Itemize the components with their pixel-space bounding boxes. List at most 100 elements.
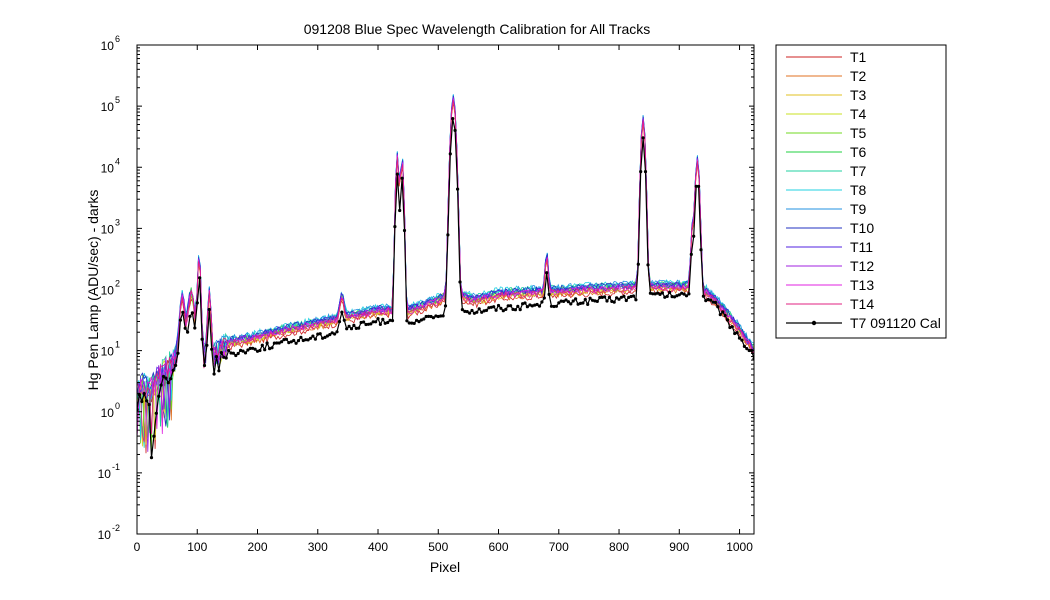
ref-point xyxy=(347,324,351,328)
legend-label: T2 xyxy=(850,68,867,84)
ref-point xyxy=(603,295,607,299)
ref-point xyxy=(405,319,409,323)
ref-point xyxy=(581,301,585,305)
ref-point xyxy=(366,322,370,326)
ref-point xyxy=(431,316,435,320)
x-tick-label: 800 xyxy=(609,540,629,554)
ref-point xyxy=(217,369,221,373)
ref-point xyxy=(571,299,575,303)
ref-point xyxy=(166,381,170,385)
ref-point xyxy=(236,351,240,356)
ref-point xyxy=(709,298,713,302)
ref-point xyxy=(142,392,146,396)
x-tick-label: 900 xyxy=(669,540,689,554)
ref-point xyxy=(448,152,452,156)
legend-label: T11 xyxy=(850,239,873,255)
ref-point xyxy=(586,302,590,306)
ref-point xyxy=(542,296,546,300)
ref-point xyxy=(186,330,190,334)
ref-point xyxy=(453,128,457,132)
y-tick-label: 100 xyxy=(101,401,120,420)
ref-point xyxy=(429,314,433,319)
ref-point xyxy=(140,399,144,404)
legend-label: T8 xyxy=(850,182,867,198)
legend-label: T10 xyxy=(850,220,874,236)
ref-point xyxy=(419,318,423,322)
ref-point xyxy=(388,318,392,322)
legend-label: T5 xyxy=(850,125,867,141)
y-tick-label: 105 xyxy=(101,95,120,114)
legend-label: T14 xyxy=(850,296,874,312)
ref-point xyxy=(265,341,269,345)
legend-box xyxy=(775,44,947,339)
ref-point xyxy=(214,355,219,359)
ref-point xyxy=(578,301,583,305)
ref-point xyxy=(340,310,344,314)
ref-point xyxy=(694,184,698,188)
ref-point xyxy=(400,176,404,180)
ref-point xyxy=(646,263,650,267)
ref-point xyxy=(434,314,438,318)
ref-point xyxy=(684,294,689,298)
ref-point xyxy=(562,299,566,303)
ref-point xyxy=(193,326,197,330)
ref-point xyxy=(398,208,402,213)
ref-point xyxy=(460,308,464,312)
ref-point xyxy=(436,314,440,319)
ref-point xyxy=(668,290,672,294)
ref-point xyxy=(499,306,503,310)
ref-point xyxy=(190,311,194,315)
ref-point xyxy=(533,303,537,307)
ref-point xyxy=(721,310,725,314)
x-tick-label: 500 xyxy=(428,540,448,554)
ref-point xyxy=(593,299,597,303)
ref-point xyxy=(183,326,187,330)
ref-point xyxy=(651,292,655,296)
ref-point xyxy=(383,321,387,325)
ref-point xyxy=(675,294,679,298)
legend-label: T7 091120 Cal xyxy=(850,315,941,331)
ref-point xyxy=(540,300,544,304)
ref-point xyxy=(210,347,214,351)
ref-point xyxy=(643,170,648,174)
ref-point xyxy=(443,304,448,308)
ref-point xyxy=(516,304,520,308)
legend-label: T12 xyxy=(850,258,874,274)
ref-point xyxy=(362,320,366,324)
ref-point xyxy=(378,322,382,326)
ref-point xyxy=(308,336,313,340)
y-tick-label: 102 xyxy=(101,279,120,298)
ref-point xyxy=(393,225,397,229)
ref-point xyxy=(639,170,643,174)
ref-point xyxy=(145,399,149,403)
ref-point xyxy=(272,341,276,345)
ref-point xyxy=(697,184,701,188)
ref-point xyxy=(304,338,308,342)
ref-point xyxy=(496,303,501,308)
ref-point xyxy=(154,411,158,415)
ref-point xyxy=(205,343,209,347)
ref-point xyxy=(725,318,730,322)
ref-point xyxy=(161,374,166,379)
ref-point xyxy=(742,344,747,348)
ref-point xyxy=(680,291,684,295)
ref-point xyxy=(369,322,373,326)
ref-point xyxy=(198,276,202,280)
ref-point xyxy=(607,295,612,299)
ref-point xyxy=(294,341,298,345)
ref-point xyxy=(511,307,515,311)
ref-point xyxy=(706,297,710,302)
ref-point xyxy=(164,376,168,380)
ref-point xyxy=(482,309,486,313)
ref-point xyxy=(737,336,742,340)
y-tick-label: 10-2 xyxy=(98,523,120,542)
ref-point xyxy=(325,334,329,338)
ref-point xyxy=(619,295,624,299)
ref-point xyxy=(318,332,322,336)
ref-point xyxy=(241,349,245,353)
ref-point xyxy=(535,302,539,307)
ref-point xyxy=(492,305,496,309)
ref-point xyxy=(687,292,691,296)
ref-point xyxy=(178,318,182,322)
